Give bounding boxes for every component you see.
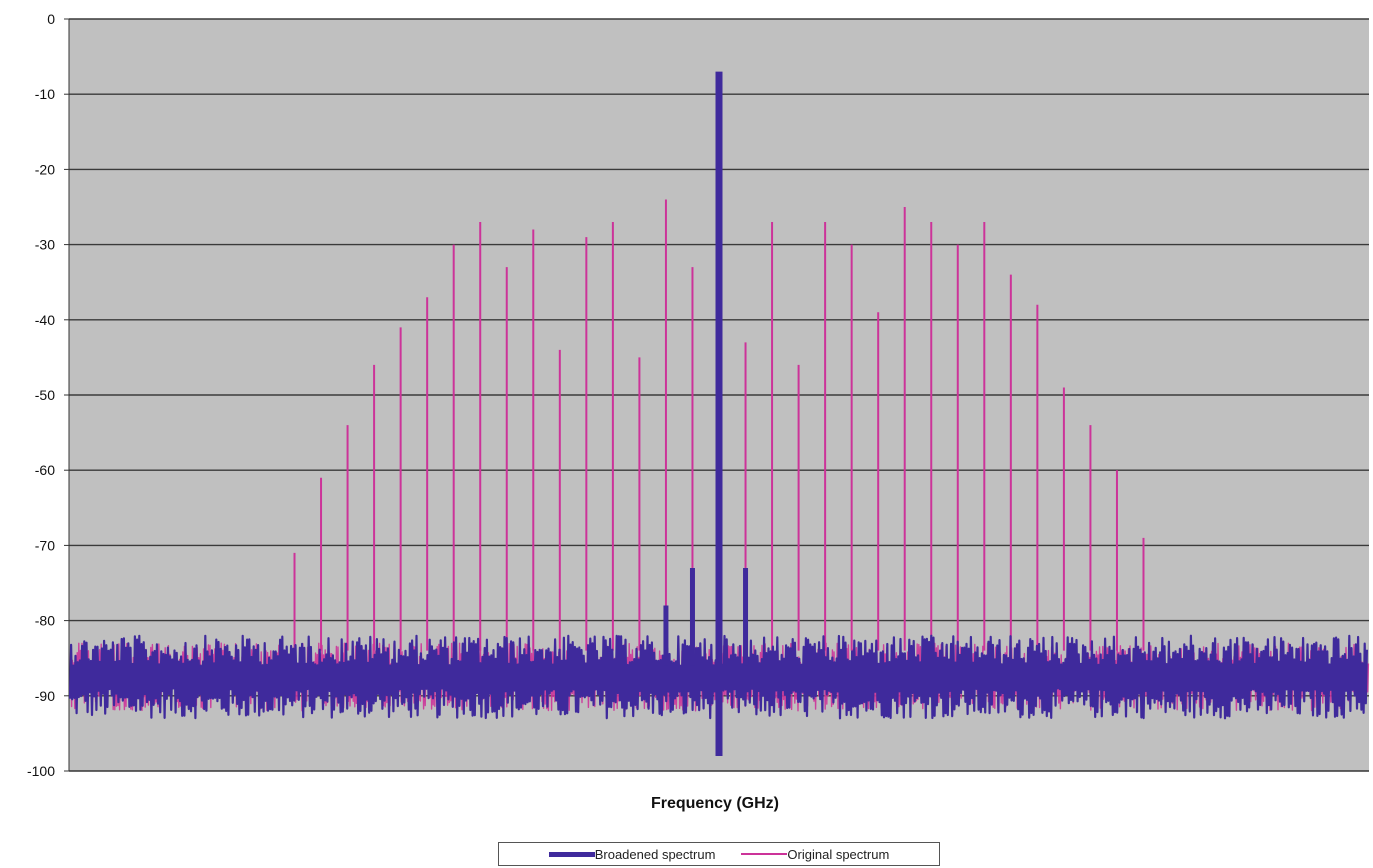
y-tick-label: -80: [35, 613, 55, 629]
legend-item-original: Original spectrum: [741, 847, 889, 862]
legend-label-original: Original spectrum: [787, 846, 890, 862]
y-tick-label: -30: [35, 237, 55, 253]
x-axis-title: Frequency (GHz): [651, 795, 779, 812]
y-tick-label: -90: [35, 688, 55, 704]
legend-swatch-broadened: [548, 851, 595, 857]
y-tick-label: -10: [35, 86, 55, 102]
y-tick-label: 0: [47, 11, 55, 27]
y-axis: 0 -10 -20 -30 -40 -50 -60 -70 -80 -90 -100: [27, 11, 1369, 779]
legend: Broadened spectrum Original spectrum: [498, 842, 940, 866]
legend-swatch-original: [741, 853, 788, 855]
legend-item-broadened: Broadened spectrum: [548, 846, 716, 862]
legend-label-broadened: Broadened spectrum: [594, 846, 716, 862]
y-tick-label: -70: [35, 537, 55, 553]
broadened-peaks: [663, 71, 749, 756]
y-tick-label: -40: [35, 312, 55, 328]
y-tick-label: -20: [35, 161, 55, 177]
y-tick-label: -50: [35, 387, 55, 403]
y-tick-label: -100: [27, 763, 55, 779]
y-tick-label: -60: [35, 462, 55, 478]
